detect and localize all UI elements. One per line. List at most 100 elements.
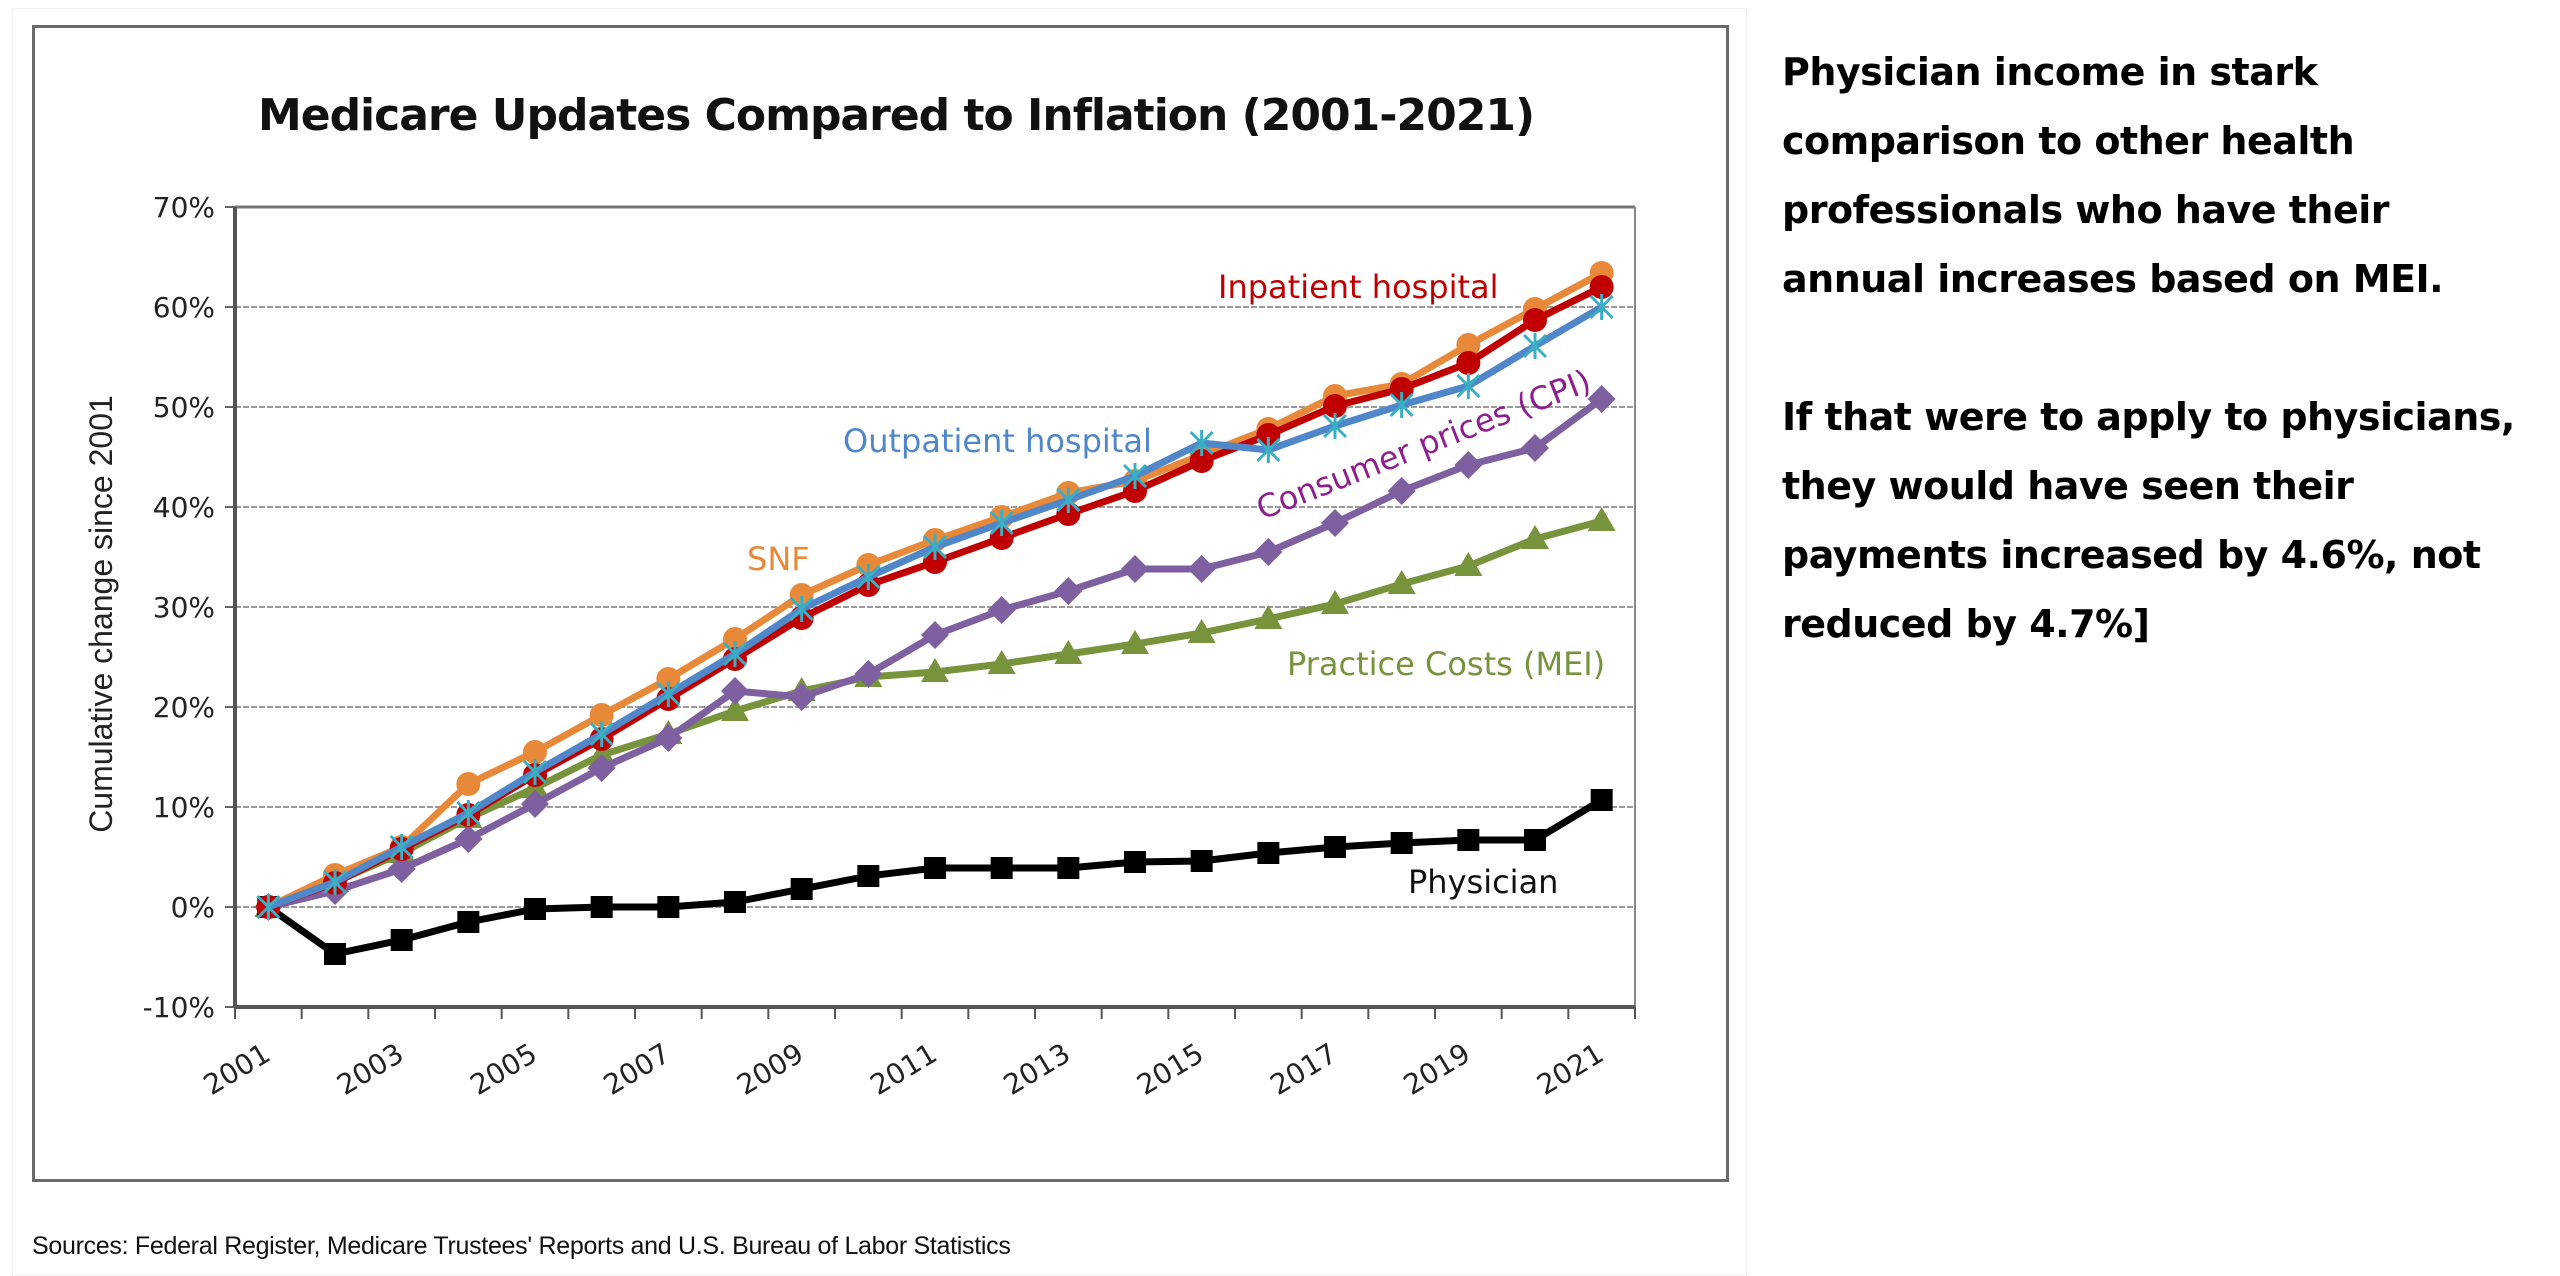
data-point (589, 721, 614, 747)
series-lines (254, 261, 1616, 965)
data-point (522, 759, 548, 785)
data-point (1054, 640, 1083, 664)
data-point (256, 894, 281, 920)
series-outpatient-hospital (256, 294, 1614, 920)
commentary-paragraph-1: Physician income in stark comparison to … (1782, 50, 2444, 301)
data-point (1056, 487, 1081, 513)
data-point (1254, 538, 1283, 566)
data-point (1187, 555, 1216, 583)
data-point (1321, 590, 1349, 614)
x-axis-tick-labels: 2001 2003 2005 2007 2009 2011 2013 2015 2017 2019… (198, 1037, 1609, 1102)
data-point (657, 896, 680, 918)
data-point (1323, 394, 1347, 418)
data-point (656, 667, 681, 691)
data-point (1521, 525, 1549, 549)
data-point (590, 896, 613, 918)
data-point (1322, 413, 1348, 439)
y-tick-label: -10% (143, 991, 215, 1024)
x-tick-label: 2017 (1265, 1037, 1343, 1102)
y-axis-tick-labels: -10% 0% 10% 20% 30% 40% 50% 60% 70% (143, 191, 215, 1024)
data-point (1123, 479, 1147, 503)
data-point (787, 683, 816, 711)
data-point (1121, 630, 1149, 654)
data-point (1256, 423, 1281, 447)
y-tick-label: 0% (171, 891, 215, 924)
x-tick-label: 2001 (198, 1037, 276, 1102)
y-axis-title: Cumulative change since 2001 (83, 395, 119, 833)
data-point (324, 943, 346, 965)
x-tick-label: 2007 (598, 1037, 676, 1102)
data-point (521, 790, 549, 818)
y-tick-label: 70% (153, 191, 215, 224)
data-point (1257, 842, 1280, 864)
data-point (1387, 570, 1416, 594)
data-point (1189, 430, 1214, 456)
data-point (1589, 275, 1614, 299)
data-point (1124, 851, 1146, 873)
commentary-paragraph-2: If that were to apply to physicians, the… (1782, 395, 2515, 646)
data-point (990, 857, 1013, 879)
chart-frame (32, 25, 1729, 1182)
x-tick-label: 2005 (465, 1037, 543, 1102)
y-tick-label: 20% (153, 691, 215, 724)
data-point (1390, 832, 1413, 854)
data-point (790, 878, 813, 900)
data-point (322, 869, 348, 895)
series-physician (257, 789, 1613, 965)
data-point (1256, 437, 1281, 463)
data-point (1522, 333, 1548, 359)
data-point (454, 825, 483, 853)
data-point (1454, 552, 1483, 576)
data-point (921, 621, 949, 649)
data-point (457, 911, 480, 933)
data-point (989, 526, 1014, 550)
data-point (456, 800, 481, 826)
y-tick-label: 10% (153, 791, 215, 824)
series-label-outpatient: Outpatient hospital (843, 422, 1152, 460)
x-tick-label: 2009 (731, 1037, 809, 1102)
data-point (1387, 477, 1416, 505)
chart-title: Medicare Updates Compared to Inflation (… (258, 90, 1534, 141)
data-point (1523, 308, 1547, 332)
data-point (722, 641, 748, 667)
y-tick-label: 30% (153, 591, 215, 624)
data-point (1521, 434, 1549, 462)
data-point (854, 660, 883, 688)
data-point (656, 681, 681, 707)
data-point (1587, 507, 1616, 531)
x-tick-label: 2011 (865, 1037, 943, 1102)
data-point (1054, 577, 1083, 605)
y-tick-label: 60% (153, 291, 215, 324)
data-point (1389, 377, 1414, 401)
data-point (724, 891, 746, 913)
data-point (721, 697, 749, 721)
source-note: Sources: Federal Register, Medicare Trus… (32, 1232, 1011, 1260)
data-point (857, 865, 880, 887)
data-point (1254, 605, 1283, 629)
data-point (989, 510, 1014, 536)
data-point (1589, 294, 1614, 320)
series-label-physician: Physician (1408, 863, 1558, 901)
data-point (1321, 509, 1349, 537)
data-point (1187, 619, 1216, 643)
data-point (721, 677, 749, 705)
data-point (1524, 829, 1546, 851)
data-point (1122, 463, 1148, 489)
data-point (1454, 451, 1483, 479)
y-tick-label: 40% (153, 491, 215, 524)
data-point (589, 703, 614, 727)
x-tick-label: 2013 (998, 1037, 1076, 1102)
data-point (987, 650, 1016, 674)
data-point (723, 627, 747, 651)
series-label-mei: Practice Costs (MEI) (1287, 645, 1605, 683)
data-point (1389, 392, 1414, 418)
data-point (1456, 351, 1481, 375)
commentary-text: Physician income in stark comparison to … (1782, 38, 2542, 659)
data-point (654, 724, 683, 752)
data-point (1457, 829, 1480, 851)
data-point (389, 834, 414, 860)
data-point (1057, 857, 1080, 879)
data-point (922, 534, 948, 560)
x-tick-label: 2019 (1398, 1037, 1476, 1102)
data-point (1590, 789, 1613, 811)
